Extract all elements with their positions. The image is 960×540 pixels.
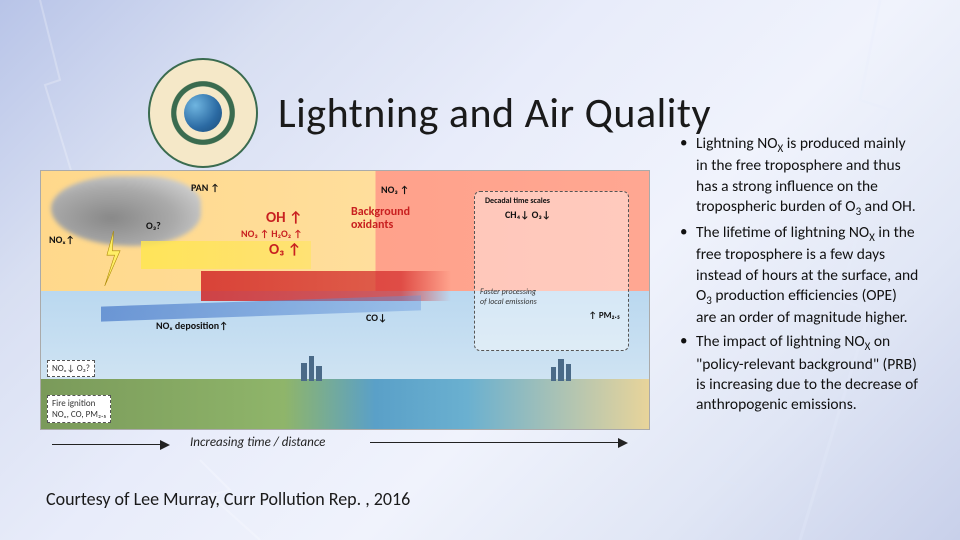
slide-header: Lightning and Air Quality [148,58,711,168]
main-content: PAN ↑ NOₓ↑ O₃? OH ↑ NO₃ ↑ H₂O₂ ↑ O₃ ↑ Ba… [40,170,920,520]
axis-arrow-right [370,442,620,444]
label-bg-ox: Background oxidants [351,206,410,232]
epa-logo-globe [184,94,222,132]
label-co: CO↓ [366,311,387,324]
surface-box: NOₓ↓ O₃? [47,360,95,377]
bullet-3: The impact of lightning NOX on "policy-r… [674,332,920,415]
schematic-diagram: PAN ↑ NOₓ↑ O₃? OH ↑ NO₃ ↑ H₂O₂ ↑ O₃ ↑ Ba… [40,170,650,430]
fire-box: Fire ignition NOₓ, CO, PM₂.₅ [47,395,111,423]
label-ch4: CH₄↓ O₃↓ [505,208,551,221]
label-oh-sub: NO₃ ↑ H₂O₂ ↑ [241,227,302,240]
axis-label: Increasing time / distance [190,435,325,450]
bullet-2: The lifetime of lightning NOX in the fre… [674,223,920,328]
slide-title: Lightning and Air Quality [278,88,711,139]
bullet-list: Lightning NOX is produced mainly in the … [670,134,920,484]
label-no3: NO₃ ↑ [381,183,409,196]
label-pm: ↑ PM₂.₅ [589,310,620,321]
label-faster: Faster processing of local emissions [480,287,600,307]
label-decadal: Decadal time scales [485,196,550,206]
axis-arrow-left [52,444,162,446]
downwind-panel: Decadal time scales CH₄↓ O₃↓ Faster proc… [474,191,629,351]
city-icon-2 [551,356,579,381]
label-pan: PAN ↑ [191,181,220,194]
ground-layer [41,379,649,429]
diagram-column: PAN ↑ NOₓ↑ O₃? OH ↑ NO₃ ↑ H₂O₂ ↑ O₃ ↑ Ba… [40,170,650,520]
diagram-caption: Courtesy of Lee Murray, Curr Pollution R… [46,488,650,510]
city-icon-1 [301,356,329,381]
label-nox-a: NOₓ↑ [49,233,75,246]
label-o3q: O₃? [146,219,161,232]
bullet-1: Lightning NOX is produced mainly in the … [674,134,920,219]
lightning-bolt-icon [101,231,126,286]
label-nox-dep: NOₓ deposition↑ [156,319,228,332]
label-oh: OH ↑ [266,209,303,227]
axis-row: Increasing time / distance [40,430,650,458]
label-o3: O₃ ↑ [269,241,301,259]
epa-logo [148,58,258,168]
